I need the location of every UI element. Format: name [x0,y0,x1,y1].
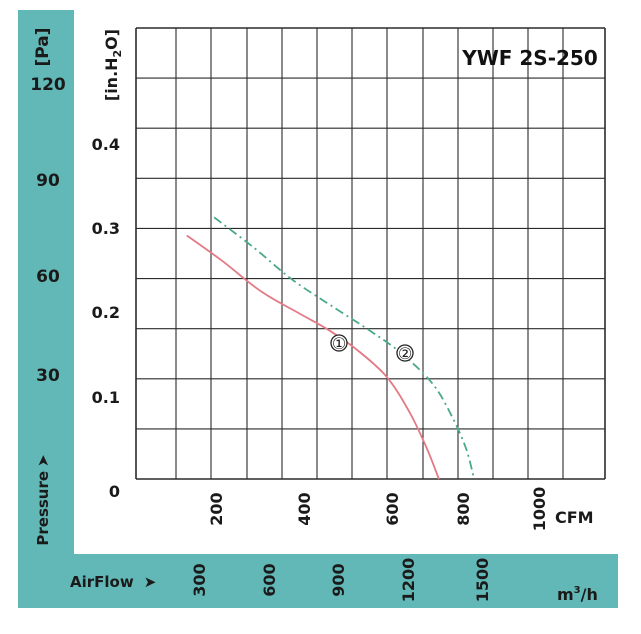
cfm-unit-label: CFM [555,508,594,527]
inh2o-unit-prefix: [in.H [102,57,121,101]
grid-lines [135,27,606,480]
m3h-unit-label: m3/h [557,585,598,604]
pa-tick-labels: 120 90 60 30 [30,75,66,386]
m3h-tick-label: 300 [190,563,209,596]
pa-tick-label: 90 [36,171,60,191]
inh2o-unit-suffix: O] [102,29,121,50]
airflow-label-text: AirFlow [70,573,134,591]
m3h-tick-label: 600 [260,563,279,596]
inh2o-tick-label: 0.2 [92,303,120,322]
pa-tick-label: 30 [36,366,60,386]
curve-2-marker-label: ② [398,344,412,363]
inh2o-unit-label: [in.H2O] [102,29,124,101]
inh2o-tick-label: 0.3 [92,219,120,238]
pa-tick-label: 60 [36,267,60,287]
curve-2-marker: ② [396,344,414,363]
plot-area [136,28,605,479]
m3h-unit-suffix: /h [581,585,598,604]
bottom-axis-panel [18,554,618,608]
inh2o-tick-labels: 0.4 0.3 0.2 0.1 0 [92,135,120,501]
m3h-tick-label: 1200 [399,558,418,603]
m3h-tick-labels: 300 600 900 1200 1500 [190,558,492,603]
cfm-tick-labels: 200 400 600 800 1000 [207,487,549,532]
m3h-tick-label: 900 [329,563,348,596]
curve-2-line [213,216,475,480]
curve-1-marker-label: ① [332,334,346,353]
pa-tick-label: 120 [30,75,66,95]
airflow-arrow-icon: ➤ [144,573,157,591]
m3h-tick-label: 1500 [473,558,492,603]
inh2o-tick-label: 0.1 [92,388,120,407]
cfm-tick-label: 600 [383,492,402,525]
cfm-tick-label: 200 [207,492,226,525]
airflow-label: AirFlow ➤ [70,573,156,591]
inh2o-tick-label: 0.4 [92,135,120,154]
m3h-unit-prefix: m [557,585,574,604]
pa-unit-label: [Pa] [33,27,53,66]
m3h-unit-sup: 3 [574,585,581,596]
cfm-tick-label: 800 [454,492,473,525]
chart-title: YWF 2S-250 [461,46,598,70]
curve-1-marker: ① [330,334,348,353]
inh2o-unit-sub: 2 [111,50,124,58]
left-axis-panel [18,10,74,554]
pressure-label: Pressure ➤ [34,454,52,545]
cfm-tick-label: 1000 [530,487,549,532]
cfm-tick-label: 400 [295,492,314,525]
pressure-arrow-icon: ➤ [34,454,52,467]
pressure-label-text: Pressure [34,471,52,546]
inh2o-tick-label: 0 [109,482,120,501]
